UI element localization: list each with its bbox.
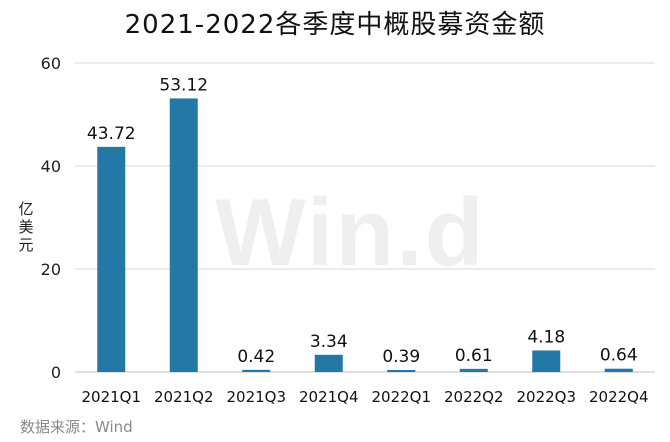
data-label: 3.34 [310, 332, 348, 352]
gridlines [75, 62, 655, 373]
x-tick-label: 2022Q3 [516, 388, 576, 406]
x-tick-label: 2021Q1 [81, 388, 141, 406]
y-tick-label: 40 [41, 157, 61, 176]
data-label: 0.39 [382, 347, 420, 367]
x-tick-label: 2022Q4 [589, 388, 649, 406]
x-tick-label: 2021Q2 [154, 388, 214, 406]
chart-title: 2021-2022各季度中概股募资金额 [124, 10, 546, 40]
source-note: 数据来源：Wind [20, 418, 133, 436]
bar [604, 368, 633, 372]
bar [169, 98, 198, 372]
y-tick-labels: 0 20 40 60 [41, 54, 61, 382]
data-labels: 43.72 53.12 0.42 3.34 0.39 0.61 4.18 0.64 [87, 75, 638, 367]
bar [387, 369, 416, 372]
x-tick-label: 2021Q4 [299, 388, 359, 406]
bar [532, 350, 561, 372]
data-label: 53.12 [159, 75, 208, 95]
wind-watermark: Win.d [215, 179, 486, 286]
data-label: 0.61 [455, 346, 493, 366]
x-tick-label: 2022Q2 [444, 388, 504, 406]
bars [97, 98, 633, 372]
bar [242, 369, 271, 372]
data-label: 0.64 [600, 346, 638, 366]
y-tick-label: 20 [41, 260, 61, 279]
data-label: 0.42 [237, 347, 275, 367]
data-label: 4.18 [527, 327, 565, 347]
data-label: 43.72 [87, 124, 136, 144]
bar [459, 368, 488, 372]
y-tick-label: 0 [51, 363, 61, 382]
x-tick-label: 2021Q3 [226, 388, 286, 406]
bar [314, 354, 343, 372]
x-tick-labels: 2021Q1 2021Q2 2021Q3 2021Q4 2022Q1 2022Q2 2022… [81, 388, 648, 406]
y-axis-label: 亿美元 [18, 200, 34, 254]
y-tick-label: 60 [41, 54, 61, 73]
x-tick-label: 2022Q1 [371, 388, 431, 406]
bar [97, 146, 126, 372]
